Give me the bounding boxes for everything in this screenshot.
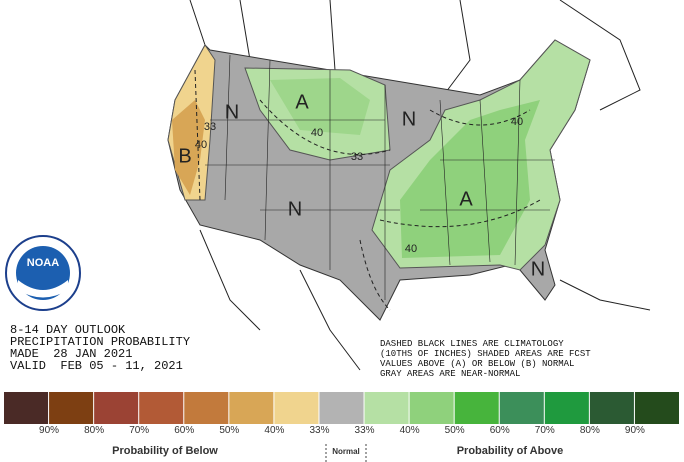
outlook-line: VALID FEB 05 - 11, 2021 — [10, 359, 183, 373]
legend-swatch — [4, 392, 49, 424]
legend-swatch — [94, 392, 139, 424]
note-line: (10THS OF INCHES) SHADED AREAS ARE FCST — [380, 349, 591, 359]
legend-swatch — [49, 392, 94, 424]
outlook-line: 8-14 DAY OUTLOOK — [10, 323, 126, 337]
legend-tick: 60% — [490, 425, 510, 436]
legend-tick: 90% — [625, 425, 645, 436]
map-label: N — [531, 258, 545, 280]
legend-tick: 70% — [535, 425, 555, 436]
climatology-lines — [194, 69, 541, 311]
legend-tick: 50% — [219, 425, 239, 436]
outlook-line: PRECIPITATION PROBABILITY — [10, 335, 190, 349]
map-label: A — [295, 91, 309, 113]
notes-text: DASHED BLACK LINES ARE CLIMATOLOGY(10THS… — [380, 339, 591, 379]
legend-swatch — [589, 392, 634, 424]
note-line: GRAY AREAS ARE NEAR-NORMAL — [380, 369, 520, 379]
legend-tick: 33% — [355, 425, 375, 436]
legend-swatch — [544, 392, 589, 424]
legend-swatch — [229, 392, 274, 424]
map-label: N — [402, 108, 416, 130]
legend-tick: 33% — [309, 425, 329, 436]
legend-above: Probability of Above — [457, 445, 564, 457]
legend-tick: 60% — [174, 425, 194, 436]
state-borders — [205, 54, 555, 300]
below-area-west-inner — [172, 100, 205, 195]
legend-below: Probability of Below — [112, 445, 218, 457]
legend-swatch — [634, 392, 679, 424]
legend-tick: 50% — [445, 425, 465, 436]
outlook-line: MADE 28 JAN 2021 — [10, 347, 132, 361]
map-label: B — [178, 145, 191, 167]
legend-swatch — [499, 392, 544, 424]
legend-swatch — [454, 392, 499, 424]
map-label: 40 — [311, 127, 323, 139]
legend-swatch — [319, 392, 364, 424]
climatology-contours — [194, 69, 541, 311]
note-line: DASHED BLACK LINES ARE CLIMATOLOGY — [380, 339, 564, 349]
legend-swatch — [364, 392, 409, 424]
legend-swatch — [274, 392, 319, 424]
above-area-north-inner — [270, 78, 370, 135]
legend-normal: Normal — [332, 447, 360, 456]
logo-disc — [16, 246, 70, 300]
map-label: 40 — [511, 116, 523, 128]
map-label: N — [288, 198, 302, 220]
legend-tick: 40% — [400, 425, 420, 436]
legend-tick: 80% — [580, 425, 600, 436]
legend-swatch — [184, 392, 229, 424]
legend-tick: 90% — [39, 425, 59, 436]
map-label: N — [225, 101, 239, 123]
legend-tick: 40% — [264, 425, 284, 436]
coastlines — [189, 0, 651, 371]
map-label: 40 — [405, 243, 417, 255]
map-label: 40 — [195, 139, 207, 151]
logo-text: NOAA — [27, 257, 59, 269]
note-line: VALUES ABOVE (A) OR BELOW (B) NORMAL — [380, 359, 574, 369]
borders — [189, 0, 651, 371]
map-label: 33 — [351, 151, 363, 163]
legend-swatch — [139, 392, 184, 424]
above-area-east-inner — [400, 100, 540, 258]
state-lines — [205, 54, 555, 300]
logo-gull — [18, 280, 68, 298]
legend-swatch — [409, 392, 454, 424]
noaa-logo: NOAA — [5, 235, 81, 311]
map-labels: A N N N B A N 40 33 40 33 40 40 — [178, 91, 545, 280]
legend-tick: 80% — [84, 425, 104, 436]
legend: 90% 80% 70% 60% 50% 40% 33% 33% 40% 50% 60% 70% 80% 9… — [4, 392, 679, 436]
map-label: A — [459, 188, 473, 210]
legend-tick: 70% — [129, 425, 149, 436]
map-label: 33 — [204, 121, 216, 133]
